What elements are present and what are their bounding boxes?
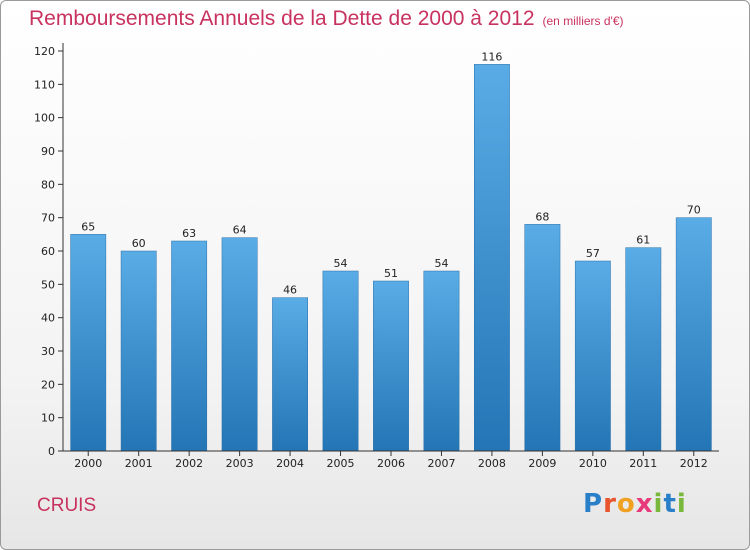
x-tick-label: 2009 [528, 457, 556, 470]
bar-value-label: 63 [182, 227, 196, 240]
bar-2006 [373, 280, 409, 452]
bar-2008 [474, 64, 510, 452]
logo-letter: t [663, 489, 677, 519]
bar-value-label: 54 [434, 257, 448, 270]
proxiti-logo: Proxiti [583, 489, 687, 519]
x-tick-label: 2003 [226, 457, 254, 470]
x-tick-label: 2010 [579, 457, 607, 470]
bar-value-label: 60 [132, 237, 146, 250]
x-tick-label: 2008 [478, 457, 506, 470]
chart-title: Remboursements Annuels de la Dette de 20… [29, 7, 624, 31]
bar-value-label: 54 [334, 257, 348, 270]
y-tick-label: 40 [41, 312, 55, 325]
bar-2002 [171, 240, 208, 452]
x-tick-label: 2011 [629, 457, 657, 470]
commune-name: CRUIS [37, 495, 97, 516]
bar-2011 [625, 247, 662, 452]
bar-2003 [221, 237, 258, 452]
bar-value-label: 116 [481, 50, 502, 63]
bar-2000 [70, 234, 107, 452]
x-tick-label: 2002 [175, 457, 203, 470]
x-tick-label: 2000 [74, 457, 102, 470]
bar-value-label: 70 [687, 204, 701, 217]
x-tick-label: 2004 [276, 457, 304, 470]
bar-value-label: 61 [636, 234, 650, 247]
y-tick-label: 120 [34, 45, 55, 58]
y-tick-label: 90 [41, 145, 55, 158]
logo-letter: P [583, 489, 604, 519]
chart-subtitle: (en milliers d'€) [542, 14, 624, 28]
bar-value-label: 68 [535, 210, 549, 223]
x-tick-label: 2007 [427, 457, 455, 470]
bar-value-label: 51 [384, 267, 398, 280]
y-tick-label: 0 [48, 445, 55, 458]
y-tick-label: 30 [41, 345, 55, 358]
bar-2007 [423, 270, 460, 452]
y-tick-label: 100 [34, 112, 55, 125]
bar-value-label: 46 [283, 284, 297, 297]
x-tick-label: 2006 [377, 457, 405, 470]
bar-2009 [524, 224, 561, 452]
bar-2012 [675, 217, 712, 452]
logo-letter: i [676, 489, 687, 519]
y-tick-label: 10 [41, 412, 55, 425]
bar-value-label: 64 [233, 224, 247, 237]
y-tick-label: 110 [34, 78, 55, 91]
y-tick-label: 70 [41, 212, 55, 225]
y-tick-label: 80 [41, 178, 55, 191]
bar-value-label: 57 [586, 247, 600, 260]
bar-value-label: 65 [81, 220, 95, 233]
logo-letter: o [616, 489, 636, 519]
x-tick-label: 2012 [680, 457, 708, 470]
x-tick-label: 2005 [327, 457, 355, 470]
y-tick-label: 60 [41, 245, 55, 258]
bar-2010 [574, 260, 611, 452]
x-tick-label: 2001 [125, 457, 153, 470]
chart-title-text: Remboursements Annuels de la Dette de 20… [29, 7, 535, 30]
logo-letter: r [603, 489, 617, 519]
y-axis: 0 10 20 30 40 50 60 70 80 90 100 110 120 [34, 43, 64, 458]
bars: 65 60 63 64 46 54 51 54 116 68 57 61 70 [70, 50, 712, 452]
bar-2005 [322, 270, 359, 452]
y-tick-label: 50 [41, 278, 55, 291]
bar-2004 [272, 297, 308, 452]
x-axis: 2000 2001 2002 2003 2004 2005 2006 2007 2008 2009… [63, 450, 719, 470]
logo-letter: i [653, 489, 664, 519]
logo-letter: x [635, 489, 654, 519]
bar-2001 [120, 250, 157, 452]
y-tick-label: 20 [41, 378, 55, 391]
